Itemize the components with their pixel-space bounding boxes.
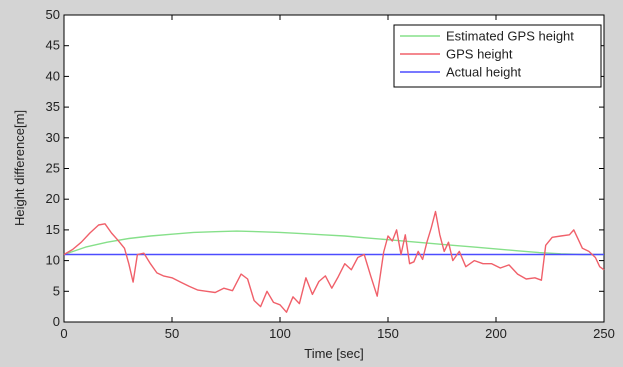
legend-label: Estimated GPS height — [446, 29, 574, 44]
x-tick-label: 250 — [593, 326, 615, 341]
axes: 0 50 100 150 200 250 0 5 10 15 20 25 30 35 40 45 50 — [46, 7, 615, 341]
series-line-gps-height — [63, 210, 605, 313]
y-tick-label: 50 — [46, 7, 60, 22]
y-tick-label: 0 — [53, 314, 60, 329]
y-tick-label: 5 — [53, 283, 60, 298]
y-tick-label: 25 — [46, 161, 60, 176]
x-tick-label: 0 — [60, 326, 67, 341]
x-tick-label: 100 — [269, 326, 291, 341]
legend-label: Actual height — [446, 65, 522, 80]
y-tick-label: 30 — [46, 130, 60, 145]
series-line-estimated-gps-height — [63, 230, 604, 256]
x-tick-label: 150 — [377, 326, 399, 341]
y-tick-label: 10 — [46, 253, 60, 268]
y-tick-label: 15 — [46, 222, 60, 237]
y-tick-label: 20 — [46, 191, 60, 206]
x-tick-label: 200 — [485, 326, 507, 341]
x-tick-label: 50 — [165, 326, 179, 341]
y-tick-label: 40 — [46, 68, 60, 83]
x-axis-label: Time [sec] — [304, 346, 363, 361]
y-tick-label: 35 — [46, 99, 60, 114]
legend-label: GPS height — [446, 47, 513, 62]
series-lines — [63, 210, 605, 313]
legend: Estimated GPS height GPS height Actual hei… — [393, 24, 602, 88]
y-tick-label: 45 — [46, 38, 60, 53]
legend-items: Estimated GPS height GPS height Actual hei… — [400, 29, 574, 80]
y-axis-label: Height difference[m] — [12, 110, 27, 226]
